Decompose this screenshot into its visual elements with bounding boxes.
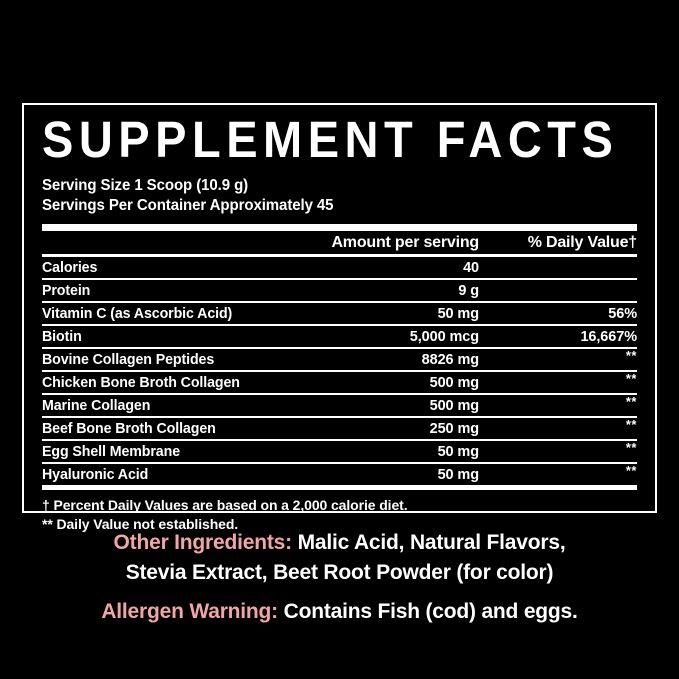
nutrient-amount: 50 mg: [437, 305, 480, 322]
row-divider: [42, 324, 637, 327]
nutrient-daily-value: 56%: [608, 305, 637, 322]
other-ingredients-line: Other Ingredients: Malic Acid, Natural F…: [0, 528, 679, 558]
row-divider: [42, 439, 637, 442]
serving-size: Serving Size 1 Scoop (10.9 g): [42, 177, 249, 194]
footnote-not-established: ** Daily Value not established.: [42, 515, 239, 532]
nutrient-name: Calories: [42, 259, 98, 276]
allergen-warning-text: Contains Fish (cod) and eggs.: [277, 599, 578, 623]
allergen-warning-label: Allergen Warning:: [101, 599, 278, 623]
nutrient-name: Vitamin C (as Ascorbic Acid): [42, 305, 233, 322]
row-divider: [42, 370, 637, 373]
table-row: Chicken Bone Broth Collagen 500 mg **: [42, 370, 637, 393]
amount-column-header: Amount per serving: [331, 234, 479, 252]
nutrient-amount: 5,000 mcg: [409, 328, 479, 345]
nutrient-daily-value: 16,667%: [580, 328, 637, 345]
nutrient-name: Hyaluronic Acid: [42, 466, 149, 483]
table-row: Hyaluronic Acid 50 mg **: [42, 462, 637, 485]
table-top-rule: [42, 224, 637, 232]
row-divider: [42, 393, 637, 396]
table-row: Bovine Collagen Peptides 8826 mg **: [42, 347, 637, 370]
table-row: Egg Shell Membrane 50 mg **: [42, 439, 637, 462]
table-row: Vitamin C (as Ascorbic Acid) 50 mg 56%: [42, 303, 637, 324]
table-row: Calories 40: [42, 257, 637, 278]
other-ingredients-text-continued: Stevia Extract, Beet Root Powder (for co…: [125, 560, 554, 584]
row-divider: [42, 416, 637, 419]
row-divider: [42, 462, 637, 465]
nutrient-daily-value: **: [625, 462, 637, 478]
nutrient-amount: 500 mg: [429, 374, 479, 391]
table-row: Beef Bone Broth Collagen 250 mg **: [42, 416, 637, 439]
nutrient-amount: 250 mg: [429, 420, 479, 437]
nutrient-name: Beef Bone Broth Collagen: [42, 420, 216, 437]
nutrient-amount: 50 mg: [437, 443, 480, 460]
table-row: Protein 9 g: [42, 280, 637, 301]
nutrient-amount: 8826 mg: [421, 351, 479, 368]
supplement-facts-panel: SUPPLEMENT FACTS Serving Size 1 Scoop (1…: [22, 103, 657, 532]
nutrient-name: Protein: [42, 282, 91, 299]
serving-info: Serving Size 1 Scoop (10.9 g) Servings P…: [42, 176, 637, 215]
nutrient-daily-value: **: [625, 347, 637, 363]
footnotes: † Percent Daily Values are based on a 2,…: [42, 496, 637, 533]
nutrient-daily-value: **: [625, 439, 637, 455]
table-header-row: Amount per serving % Daily Value†: [42, 231, 637, 254]
nutrient-amount: 9 g: [458, 282, 479, 299]
table-row: Biotin 5,000 mcg 16,667%: [42, 326, 637, 347]
table-row: Marine Collagen 500 mg **: [42, 393, 637, 416]
nutrient-amount: 500 mg: [429, 397, 479, 414]
nutrient-daily-value: **: [625, 370, 637, 386]
nutrient-name: Biotin: [42, 328, 82, 345]
nutrition-table: Amount per serving % Daily Value† Calori…: [42, 224, 637, 491]
table-bottom-rule: [42, 485, 637, 491]
other-ingredients-line-continued: Stevia Extract, Beet Root Powder (for co…: [0, 558, 679, 588]
nutrient-daily-value: **: [625, 416, 637, 432]
nutrient-name: Bovine Collagen Peptides: [42, 351, 215, 368]
allergen-warning-line: Allergen Warning: Contains Fish (cod) an…: [0, 597, 679, 627]
row-divider: [42, 278, 637, 281]
table-header-rule: [42, 254, 637, 258]
row-divider: [42, 301, 637, 304]
footnote-daily-values: † Percent Daily Values are based on a 2,…: [42, 497, 408, 514]
servings-per-container: Servings Per Container Approximately 45: [42, 196, 334, 214]
nutrient-amount: 40: [463, 259, 479, 276]
page-title: SUPPLEMENT FACTS: [42, 110, 619, 168]
row-divider: [42, 347, 637, 350]
nutrient-name: Egg Shell Membrane: [42, 443, 181, 460]
nutrient-name: Chicken Bone Broth Collagen: [42, 374, 240, 391]
daily-value-column-header: % Daily Value†: [527, 234, 637, 252]
nutrient-name: Marine Collagen: [42, 397, 151, 414]
other-ingredients-label: Other Ingredients:: [113, 531, 293, 554]
ingredients-section: Other Ingredients: Malic Acid, Natural F…: [0, 528, 679, 626]
nutrient-amount: 50 mg: [437, 466, 480, 483]
other-ingredients-text: Malic Acid, Natural Flavors,: [291, 531, 566, 554]
nutrient-daily-value: **: [625, 393, 637, 409]
